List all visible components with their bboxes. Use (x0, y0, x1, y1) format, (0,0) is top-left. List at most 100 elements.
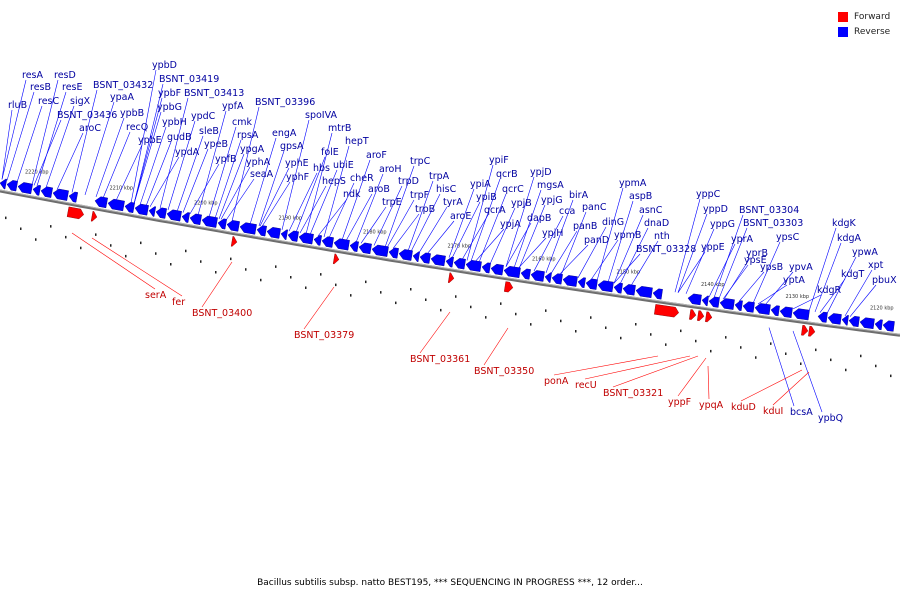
scale-tick-label: 2170 kbp (448, 243, 472, 249)
leader-line (45, 105, 75, 188)
leader-line (95, 117, 125, 198)
gene-label-ypdc: ypdC (191, 111, 216, 122)
scale-dot (50, 225, 52, 228)
gene-label-pona: ponA (544, 376, 569, 387)
scale-dot (110, 244, 112, 247)
reverse-gene-arrow (148, 206, 157, 217)
leader-line (596, 187, 624, 281)
leader-line (814, 242, 842, 313)
reverse-gene-arrow (313, 235, 322, 246)
gene-label-arob: aroB (368, 184, 390, 195)
gene-label-trpa: trpA (429, 171, 450, 182)
leader-line (208, 126, 237, 218)
leader-line (630, 240, 659, 286)
leader-line (392, 213, 420, 249)
scale-dot (185, 249, 187, 253)
gene-label-ypia: ypiA (470, 179, 491, 190)
gene-label-bira: birA (569, 190, 589, 201)
leader-line (808, 227, 837, 312)
reverse-gene-arrow (562, 275, 578, 287)
gene-label-spoiva: spoIVA (305, 110, 337, 121)
gene-label-ypqa: ypqA (699, 400, 724, 411)
gene-label-rese: resE (62, 82, 83, 93)
reverse-gene-arrow (453, 258, 466, 270)
leader-line (309, 169, 338, 235)
gene-label-bsnt-03328: BSNT_03328 (636, 244, 696, 255)
gene-label-dapb: dapB (527, 213, 551, 224)
scale-dot (470, 305, 472, 309)
leader-line (201, 261, 233, 308)
gene-label-enga: engA (272, 128, 297, 139)
gene-label-ypsb: ypsB (760, 262, 783, 273)
leader-line (718, 227, 748, 299)
leader-line (505, 222, 532, 267)
leader-line (410, 193, 441, 252)
scale-tick-label: 2190 kbp (279, 215, 303, 221)
gene-label-yprb: yprB (746, 248, 768, 259)
gene-label-ypjb: ypjB (511, 198, 532, 209)
forward-gene-arrow (705, 311, 713, 323)
reverse-gene-arrow (32, 185, 42, 196)
reverse-gene-arrow (827, 313, 842, 325)
leader-line (553, 355, 659, 376)
gene-label-heps: hepS (322, 176, 346, 187)
gene-label-kdgr: kdgR (817, 285, 842, 296)
reverse-gene-arrow (430, 254, 446, 267)
scale-tick-label: 2200 kbp (194, 201, 218, 207)
reverse-gene-arrow (189, 213, 202, 225)
reverse-gene-arrow (226, 220, 240, 232)
reverse-gene-arrow (6, 180, 18, 192)
scale-tick-label: 2210 kbp (110, 185, 134, 191)
leader-line (558, 244, 589, 276)
scale-dot (545, 309, 547, 312)
reverse-gene-arrow (358, 242, 372, 255)
scale-dot (650, 333, 652, 336)
gene-label-yppf: yppF (668, 397, 691, 408)
gene-label-fer: fer (172, 297, 185, 308)
leader-line (149, 156, 180, 207)
leader-line (466, 164, 494, 261)
gene-label-yppe: yppE (701, 242, 725, 253)
gene-label-trpe: trpE (382, 197, 402, 208)
leader-line (577, 226, 607, 278)
reverse-gene-arrow (530, 270, 545, 282)
reverse-gene-arrow (848, 316, 860, 328)
scale-dot (290, 276, 292, 279)
leader-line (707, 365, 710, 400)
leader-line (613, 214, 644, 284)
gene-label-ypjg: ypjG (541, 195, 563, 206)
leader-line (384, 165, 415, 248)
gene-label-ypmb: ypmB (614, 230, 641, 241)
reverse-gene-arrow (256, 225, 267, 237)
gene-label-resb: resB (30, 82, 51, 93)
leader-line (71, 89, 98, 193)
reverse-gene-arrow (287, 230, 299, 242)
leader-line (545, 199, 574, 274)
scale-dot (395, 301, 397, 305)
leader-line (16, 105, 43, 183)
scale-dot (665, 343, 667, 346)
leader-line (844, 269, 873, 317)
leader-line (355, 173, 384, 243)
reverse-gene-arrow (445, 256, 454, 268)
reverse-gene-arrow (280, 229, 288, 240)
organism-caption: Bacillus subtilis subsp. natto BEST195, … (257, 578, 643, 588)
gene-label-rpsa: rpsA (237, 130, 259, 141)
reverse-gene-arrow (635, 286, 653, 299)
leader-line (6, 91, 35, 181)
gene-label-ypbg: ypbG (157, 102, 182, 113)
scale-dot (140, 241, 142, 245)
gene-label-kdga: kdgA (837, 233, 862, 244)
gene-label-pand: panD (584, 235, 609, 246)
gene-label-yphf: yphF (286, 172, 309, 183)
scale-dot (770, 342, 772, 345)
leader-line (792, 330, 823, 413)
scale-dot (815, 348, 817, 352)
chromosome-line (0, 189, 900, 337)
scale-dot (440, 308, 442, 312)
reverse-gene-arrow (622, 284, 636, 296)
reverse-gene-arrow (520, 268, 531, 280)
scale-dot (530, 323, 532, 326)
leader-line (584, 355, 691, 380)
